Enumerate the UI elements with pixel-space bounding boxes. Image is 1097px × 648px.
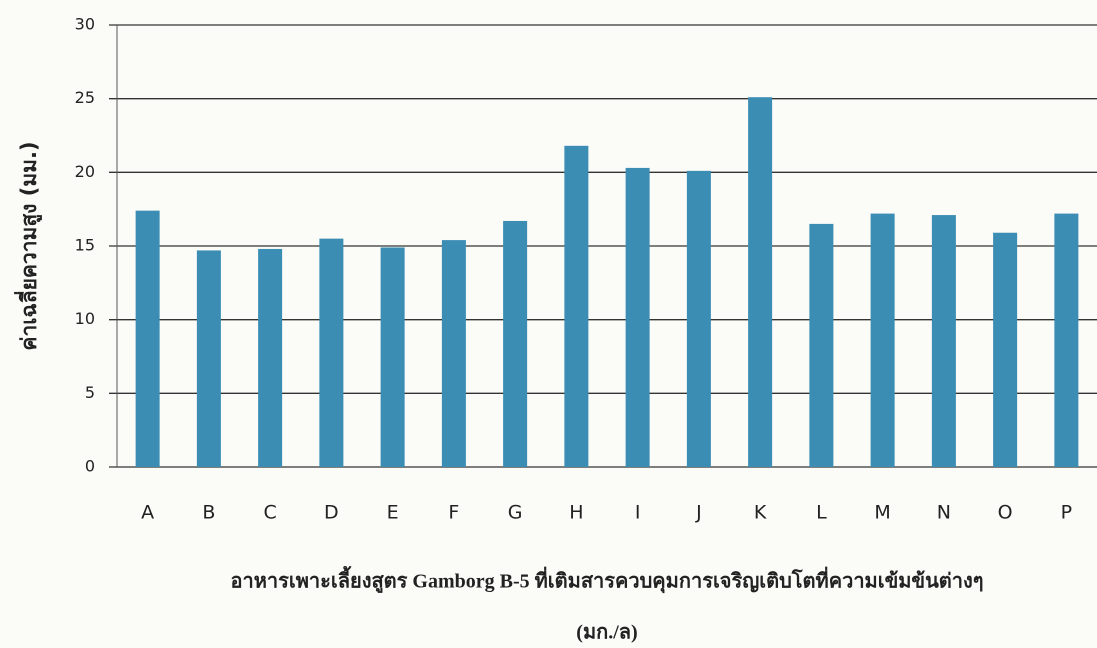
x-tick-label: C xyxy=(263,502,276,524)
y-axis-label: ค่าเฉลี่ยความสูง (มม.) xyxy=(13,141,43,350)
x-tick-label: J xyxy=(695,502,702,524)
y-tick-label: 5 xyxy=(85,383,95,402)
bar xyxy=(1054,213,1079,467)
x-tick-label: E xyxy=(387,502,399,524)
y-tick-label: 25 xyxy=(75,88,95,107)
y-tick-label: 30 xyxy=(75,15,95,34)
x-tick-label: M xyxy=(874,502,890,524)
x-tick-label: G xyxy=(508,502,523,524)
bar xyxy=(748,97,773,468)
y-tick-label: 0 xyxy=(85,457,95,476)
bar xyxy=(258,248,283,467)
bar xyxy=(380,247,405,467)
x-tick-label: K xyxy=(754,502,767,524)
y-tick-label: 15 xyxy=(75,236,95,255)
x-tick-label: I xyxy=(635,502,641,524)
y-tick-label: 10 xyxy=(75,309,95,328)
bar xyxy=(503,220,528,467)
x-tick-label: B xyxy=(202,502,215,524)
x-tick-label: D xyxy=(324,502,339,524)
bar xyxy=(625,167,650,467)
x-axis-label: (มก./ล) xyxy=(576,622,637,644)
bar xyxy=(319,238,344,467)
x-tick-label: H xyxy=(569,502,583,524)
x-tick-label: P xyxy=(1061,502,1072,524)
bar xyxy=(135,210,160,467)
bar xyxy=(686,170,711,468)
bar xyxy=(809,223,834,467)
x-tick-label: A xyxy=(141,502,154,524)
bar xyxy=(564,145,589,467)
bar xyxy=(870,213,895,467)
bar xyxy=(931,215,956,467)
bar xyxy=(196,250,221,467)
x-tick-label: F xyxy=(448,502,459,524)
x-axis-label: อาหารเพาะเลี้ยงสูตร Gamborg B-5 ที่เติมส… xyxy=(231,566,984,595)
bar xyxy=(993,232,1018,467)
x-tick-label: N xyxy=(937,502,951,524)
bar xyxy=(441,240,466,467)
x-tick-label: O xyxy=(998,502,1013,524)
x-tick-label: L xyxy=(816,502,827,524)
y-tick-label: 20 xyxy=(75,162,95,181)
